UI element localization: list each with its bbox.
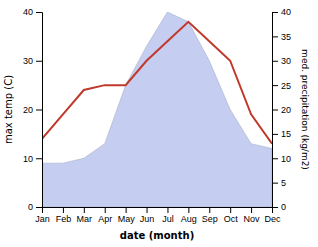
y-axis-title: max temp (C): [3, 75, 14, 144]
tick: 30: [23, 56, 42, 66]
tick-label: Feb: [56, 214, 72, 224]
x-axis-title: date (month): [120, 230, 194, 241]
tick: 5: [272, 178, 286, 188]
tick-mark: [36, 207, 42, 208]
tick: Dec: [264, 207, 281, 224]
axis-line: [43, 208, 273, 214]
tick-label: Jul: [162, 214, 174, 224]
tick-label: 5: [281, 178, 286, 188]
chart: JanFebMarAprMayJunJulAugSepOctNovDec0102…: [0, 0, 318, 247]
tick-label: Apr: [98, 214, 112, 224]
tick: 20: [272, 105, 291, 115]
axis: 0 10 20 30 40: [23, 7, 43, 212]
tick-label: 30: [281, 56, 291, 66]
tick-label: Dec: [264, 214, 281, 224]
tick-mark: [147, 207, 148, 213]
tick-mark: [36, 158, 42, 159]
tick: Feb: [56, 207, 72, 224]
tick: 10: [272, 154, 291, 164]
tick: 35: [272, 32, 291, 42]
tick-label: 15: [281, 129, 291, 139]
precipitation-area: [42, 12, 272, 207]
tick-label: 10: [23, 154, 33, 164]
plot: JanFebMarAprMayJunJulAugSepOctNovDec0102…: [3, 7, 310, 241]
tick-label: Aug: [181, 214, 197, 224]
tick-mark: [272, 12, 278, 13]
tick: 40: [23, 7, 42, 17]
tick: 0: [28, 202, 42, 212]
tick: Jan: [35, 207, 50, 224]
tick-mark: [272, 134, 278, 135]
tick-label: 20: [23, 105, 33, 115]
tick-label: 20: [281, 105, 291, 115]
tick-mark: [272, 36, 278, 37]
tick: May: [118, 207, 136, 224]
tick-mark: [188, 207, 189, 213]
tick: 30: [272, 56, 291, 66]
tick: 0: [272, 202, 286, 212]
tick: Jul: [162, 207, 174, 224]
x-axis: Jan Feb Mar Apr May Jun Jul Aug Sep Oct NovDec: [35, 207, 281, 224]
tick-mark: [105, 207, 106, 213]
marks: [42, 12, 272, 207]
tick-label: 10: [281, 154, 291, 164]
tick-label: 35: [281, 32, 291, 42]
tick-mark: [126, 207, 127, 213]
tick-label: 25: [281, 81, 291, 91]
axis-line: [36, 13, 43, 208]
tick-label: Sep: [202, 214, 218, 224]
tick: 25: [272, 81, 291, 91]
tick-label: Mar: [77, 214, 93, 224]
y2-axis-title: med. precipitation (kg/m2): [300, 49, 310, 170]
tick-label: 0: [281, 202, 286, 212]
tick-mark: [272, 61, 278, 62]
tick-label: 40: [281, 7, 291, 17]
tick: 15: [272, 129, 291, 139]
tick-label: 40: [23, 7, 33, 17]
tick: Aug: [181, 207, 197, 224]
tick: Oct: [224, 207, 239, 224]
tick: Apr: [98, 207, 112, 224]
tick-mark: [63, 207, 64, 213]
tick: 40: [272, 7, 291, 17]
tick-mark: [251, 207, 252, 213]
tick-mark: [167, 207, 168, 213]
temperature-line: [42, 22, 272, 144]
tick-label: Nov: [244, 214, 261, 224]
tick-label: 0: [28, 202, 33, 212]
tick: Sep: [202, 207, 218, 224]
axis: 0 5 10 15 20 25 30 35 40: [272, 7, 291, 212]
tick-mark: [36, 12, 42, 13]
tick-mark: [272, 85, 278, 86]
tick-mark: [209, 207, 210, 213]
tick-mark: [272, 207, 278, 208]
tick: Nov: [244, 207, 261, 224]
tick-mark: [272, 183, 278, 184]
tick-mark: [84, 207, 85, 213]
tick-mark: [36, 110, 42, 111]
tick-mark: [36, 61, 42, 62]
tick: 10: [23, 154, 42, 164]
tick-mark: [272, 158, 278, 159]
axis-line: [273, 13, 279, 208]
tick: Mar: [77, 207, 93, 224]
tick-mark: [272, 110, 278, 111]
tick: Jun: [140, 207, 155, 224]
tick-label: Oct: [224, 214, 239, 224]
tick-label: May: [118, 214, 136, 224]
tick-label: 30: [23, 56, 33, 66]
tick: 20: [23, 105, 42, 115]
tick-label: Jan: [35, 214, 50, 224]
tick-mark: [230, 207, 231, 213]
tick-label: Jun: [140, 214, 155, 224]
